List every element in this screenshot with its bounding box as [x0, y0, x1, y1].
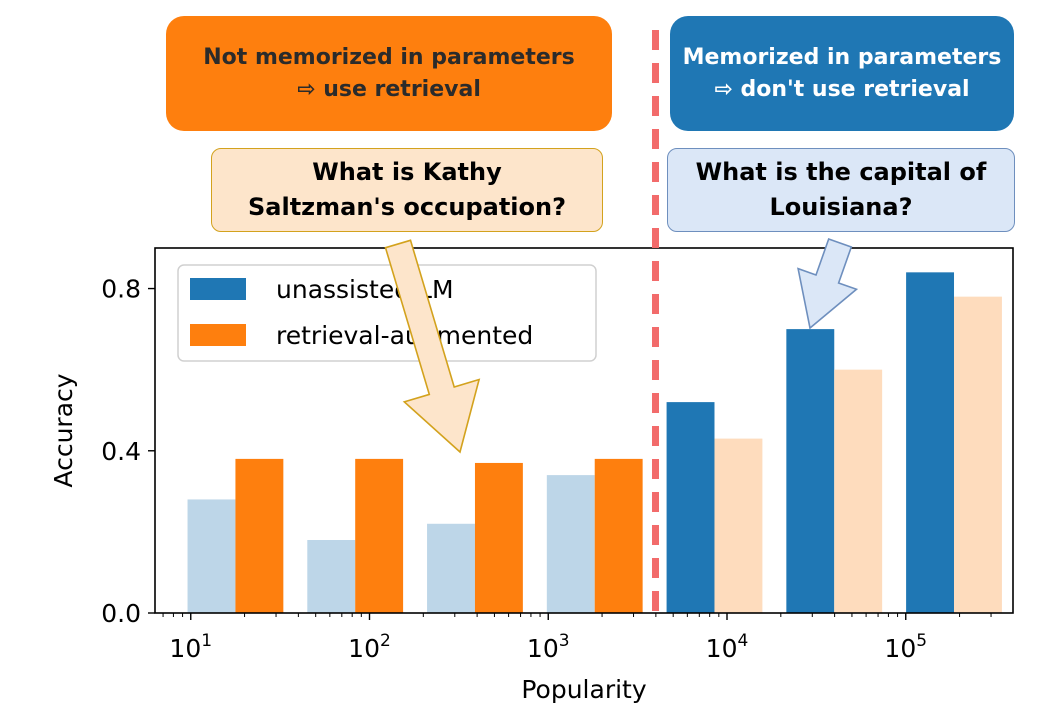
bar-unassisted-lm: [786, 329, 835, 613]
memorized-banner-line1: Memorized in parameters: [682, 44, 1002, 70]
y-axis-label: Accuracy: [49, 373, 78, 487]
question-box-occupation: What is Kathy Saltzman's occupation?: [211, 148, 603, 232]
legend-swatch-retrieval-augmented: [190, 324, 246, 346]
y-tick-label: 0.0: [101, 599, 141, 628]
legend-box: [177, 264, 597, 362]
x-axis-label: Popularity: [521, 675, 646, 704]
y-tick-label: 0.8: [101, 275, 141, 304]
bar-retrieval-augmented: [355, 458, 404, 613]
plot-frame: [154, 247, 1014, 614]
not-memorized-banner: Not memorized in parameters ⇨ use retrie…: [166, 16, 612, 131]
x-tick-label: 101: [169, 631, 212, 663]
not-memorized-banner-line2: ⇨ use retrieval: [297, 76, 481, 102]
bar-retrieval-augmented: [594, 458, 643, 613]
bar-unassisted-lm: [906, 272, 955, 613]
bar-retrieval-augmented: [954, 296, 1002, 613]
bar-retrieval-augmented: [474, 462, 523, 613]
y-tick-label: 0.4: [101, 437, 141, 466]
bar-unassisted-lm: [546, 475, 595, 613]
x-tick-label: 102: [348, 631, 391, 663]
legend-label-retrieval-augmented: retrieval-augmented: [276, 321, 533, 350]
bar-unassisted-lm: [307, 540, 356, 613]
arrow-to-high-popularity-icon: [797, 237, 859, 330]
bar-unassisted-lm: [427, 523, 475, 613]
question-occupation-line1: What is Kathy: [312, 158, 502, 186]
x-tick-label: 104: [706, 631, 749, 663]
bar-retrieval-augmented: [834, 369, 883, 613]
legend-swatch-unassisted-lm: [190, 278, 246, 300]
question-occupation-line2: Saltzman's occupation?: [247, 193, 567, 221]
bar-retrieval-augmented: [714, 438, 763, 613]
question-capital-line1: What is the capital of: [695, 158, 987, 186]
arrow-to-low-popularity-icon: [384, 239, 481, 454]
question-capital-line2: Louisiana?: [769, 193, 913, 221]
bar-retrieval-augmented: [235, 458, 284, 613]
memorized-banner: Memorized in parameters ⇨ don't use retr…: [670, 16, 1014, 131]
x-tick-label: 103: [527, 631, 570, 663]
memorized-banner-line2: ⇨ don't use retrieval: [714, 76, 970, 102]
bar-unassisted-lm: [187, 499, 236, 613]
question-box-capital: What is the capital of Louisiana?: [667, 148, 1015, 232]
x-tick-label: 105: [884, 631, 927, 663]
not-memorized-banner-line1: Not memorized in parameters: [203, 44, 575, 70]
bar-unassisted-lm: [666, 402, 715, 613]
